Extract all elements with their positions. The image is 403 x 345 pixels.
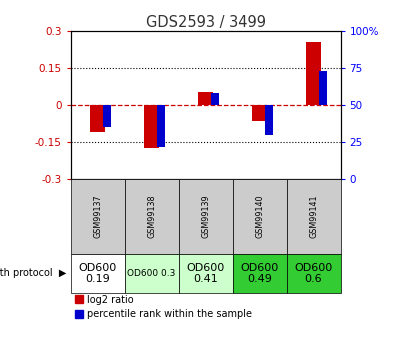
Bar bbox=[90, 105, 105, 132]
Legend: log2 ratio, percentile rank within the sample: log2 ratio, percentile rank within the s… bbox=[75, 295, 252, 319]
Bar bbox=[210, 93, 219, 105]
Bar bbox=[144, 105, 159, 148]
Bar bbox=[306, 42, 321, 105]
Text: GSM99139: GSM99139 bbox=[201, 195, 210, 238]
Text: GSM99141: GSM99141 bbox=[309, 195, 318, 238]
Text: growth protocol  ▶: growth protocol ▶ bbox=[0, 268, 66, 278]
Title: GDS2593 / 3499: GDS2593 / 3499 bbox=[145, 15, 266, 30]
Text: GSM99137: GSM99137 bbox=[93, 195, 102, 238]
Text: GSM99140: GSM99140 bbox=[255, 195, 264, 238]
Bar bbox=[102, 105, 111, 128]
Bar bbox=[318, 71, 327, 105]
Bar bbox=[252, 105, 267, 121]
Text: OD600
0.19: OD600 0.19 bbox=[79, 263, 116, 284]
Text: OD600
0.49: OD600 0.49 bbox=[241, 263, 278, 284]
Bar bbox=[156, 105, 165, 147]
Text: OD600 0.3: OD600 0.3 bbox=[127, 269, 176, 278]
Bar bbox=[198, 92, 213, 105]
Bar bbox=[264, 105, 273, 135]
Text: OD600
0.41: OD600 0.41 bbox=[187, 263, 224, 284]
Text: OD600
0.6: OD600 0.6 bbox=[295, 263, 332, 284]
Text: GSM99138: GSM99138 bbox=[147, 195, 156, 238]
